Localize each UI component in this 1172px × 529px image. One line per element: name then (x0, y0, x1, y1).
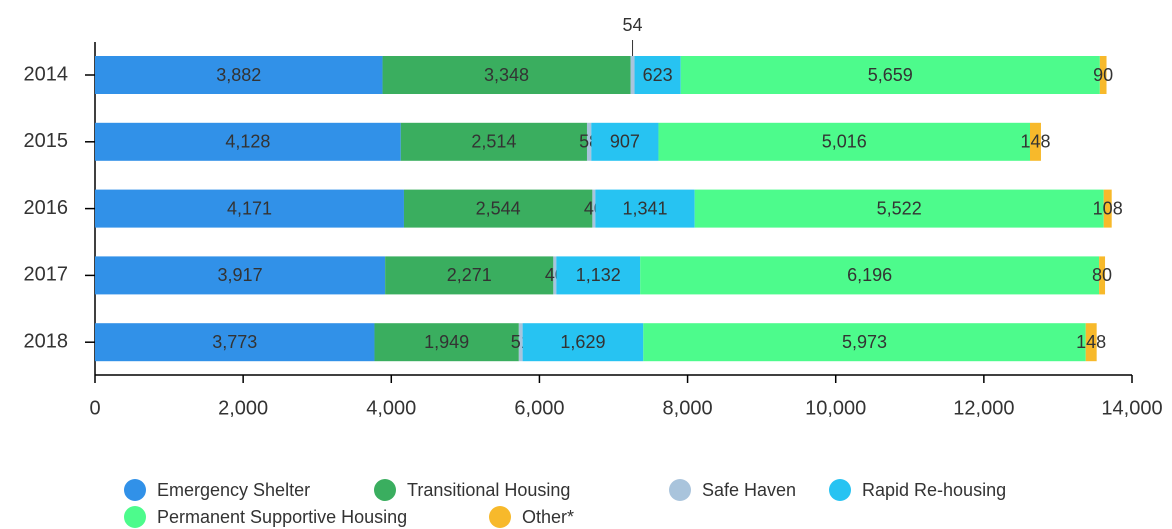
data-label: 5,522 (877, 198, 922, 218)
legend-swatch (489, 506, 511, 528)
legend-label: Emergency Shelter (157, 480, 310, 500)
bar-segment (592, 189, 596, 228)
bar-segment (595, 189, 695, 228)
bar-segment (643, 323, 1086, 362)
bar-segment (1099, 256, 1106, 295)
bar-segment (95, 122, 401, 161)
data-label: 108 (1093, 198, 1123, 218)
data-label: 2,544 (476, 198, 521, 218)
y-tick-label: 2015 (24, 130, 69, 152)
bar-segment (95, 189, 404, 228)
bar-segment (1099, 56, 1107, 94)
bar-segment (385, 256, 554, 295)
bar-segment (95, 56, 383, 94)
x-tick-label: 8,000 (663, 397, 713, 419)
bar-segment (634, 56, 681, 94)
data-label: 1,341 (622, 198, 667, 218)
legend-label: Rapid Re-housing (862, 480, 1006, 500)
bar-segment (553, 256, 557, 295)
legend-label: Permanent Supportive Housing (157, 507, 407, 527)
data-label: 623 (643, 65, 673, 85)
x-tick-label: 10,000 (805, 397, 866, 419)
data-label: 148 (1020, 132, 1050, 152)
x-tick-label: 4,000 (366, 397, 416, 419)
data-label: 2,514 (471, 132, 516, 152)
data-label: 54 (623, 15, 643, 35)
x-tick-label: 14,000 (1101, 397, 1162, 419)
data-label: 148 (1076, 332, 1106, 352)
bar-segment (382, 56, 631, 94)
x-tick-label: 0 (89, 397, 100, 419)
bar-segment (403, 189, 593, 228)
legend-swatch (829, 479, 851, 501)
bar-segment (1085, 323, 1097, 362)
data-label: 4,171 (227, 198, 272, 218)
data-label: 1,132 (576, 265, 621, 285)
legend-swatch (374, 479, 396, 501)
bar-segment (694, 189, 1104, 228)
data-label: 3,917 (218, 265, 263, 285)
bar-segment (556, 256, 641, 295)
legend-swatch (124, 479, 146, 501)
bar-segment (680, 56, 1100, 94)
bar-segment (640, 256, 1100, 295)
y-tick-label: 2017 (24, 264, 69, 286)
bar-segment (658, 122, 1031, 161)
data-label: 1,629 (560, 332, 605, 352)
data-label: 907 (610, 132, 640, 152)
y-tick-label: 2018 (24, 330, 69, 352)
bar-segment (95, 323, 375, 362)
bar-segment (518, 323, 523, 362)
data-label: 3,773 (212, 332, 257, 352)
x-tick-label: 12,000 (953, 397, 1014, 419)
y-tick-label: 2014 (24, 63, 69, 85)
data-label: 6,196 (847, 265, 892, 285)
data-label: 80 (1092, 265, 1112, 285)
data-label: 3,348 (484, 65, 529, 85)
data-label: 5,973 (842, 332, 887, 352)
data-label: 5,016 (822, 132, 867, 152)
data-label: 3,882 (216, 65, 261, 85)
data-label: 4,128 (225, 132, 270, 152)
bar-segment (374, 323, 519, 362)
legend-label: Transitional Housing (407, 480, 570, 500)
bar-segment (400, 122, 587, 161)
legend-label: Safe Haven (702, 480, 796, 500)
bar-segment (522, 323, 644, 362)
bar-segment (1103, 189, 1112, 228)
data-label: 2,271 (447, 265, 492, 285)
bar-segment (630, 56, 635, 94)
data-label: 1,949 (424, 332, 469, 352)
data-label: 5,659 (868, 65, 913, 85)
bar-segment (591, 122, 659, 161)
legend-label: Other* (522, 507, 574, 527)
bar-segment (1030, 122, 1041, 161)
x-tick-label: 2,000 (218, 397, 268, 419)
data-label: 90 (1093, 65, 1113, 85)
y-tick-label: 2016 (24, 197, 69, 219)
bar-segment (95, 256, 386, 295)
legend-swatch (669, 479, 691, 501)
legend-swatch (124, 506, 146, 528)
bar-segment (586, 122, 592, 161)
x-tick-label: 6,000 (514, 397, 564, 419)
